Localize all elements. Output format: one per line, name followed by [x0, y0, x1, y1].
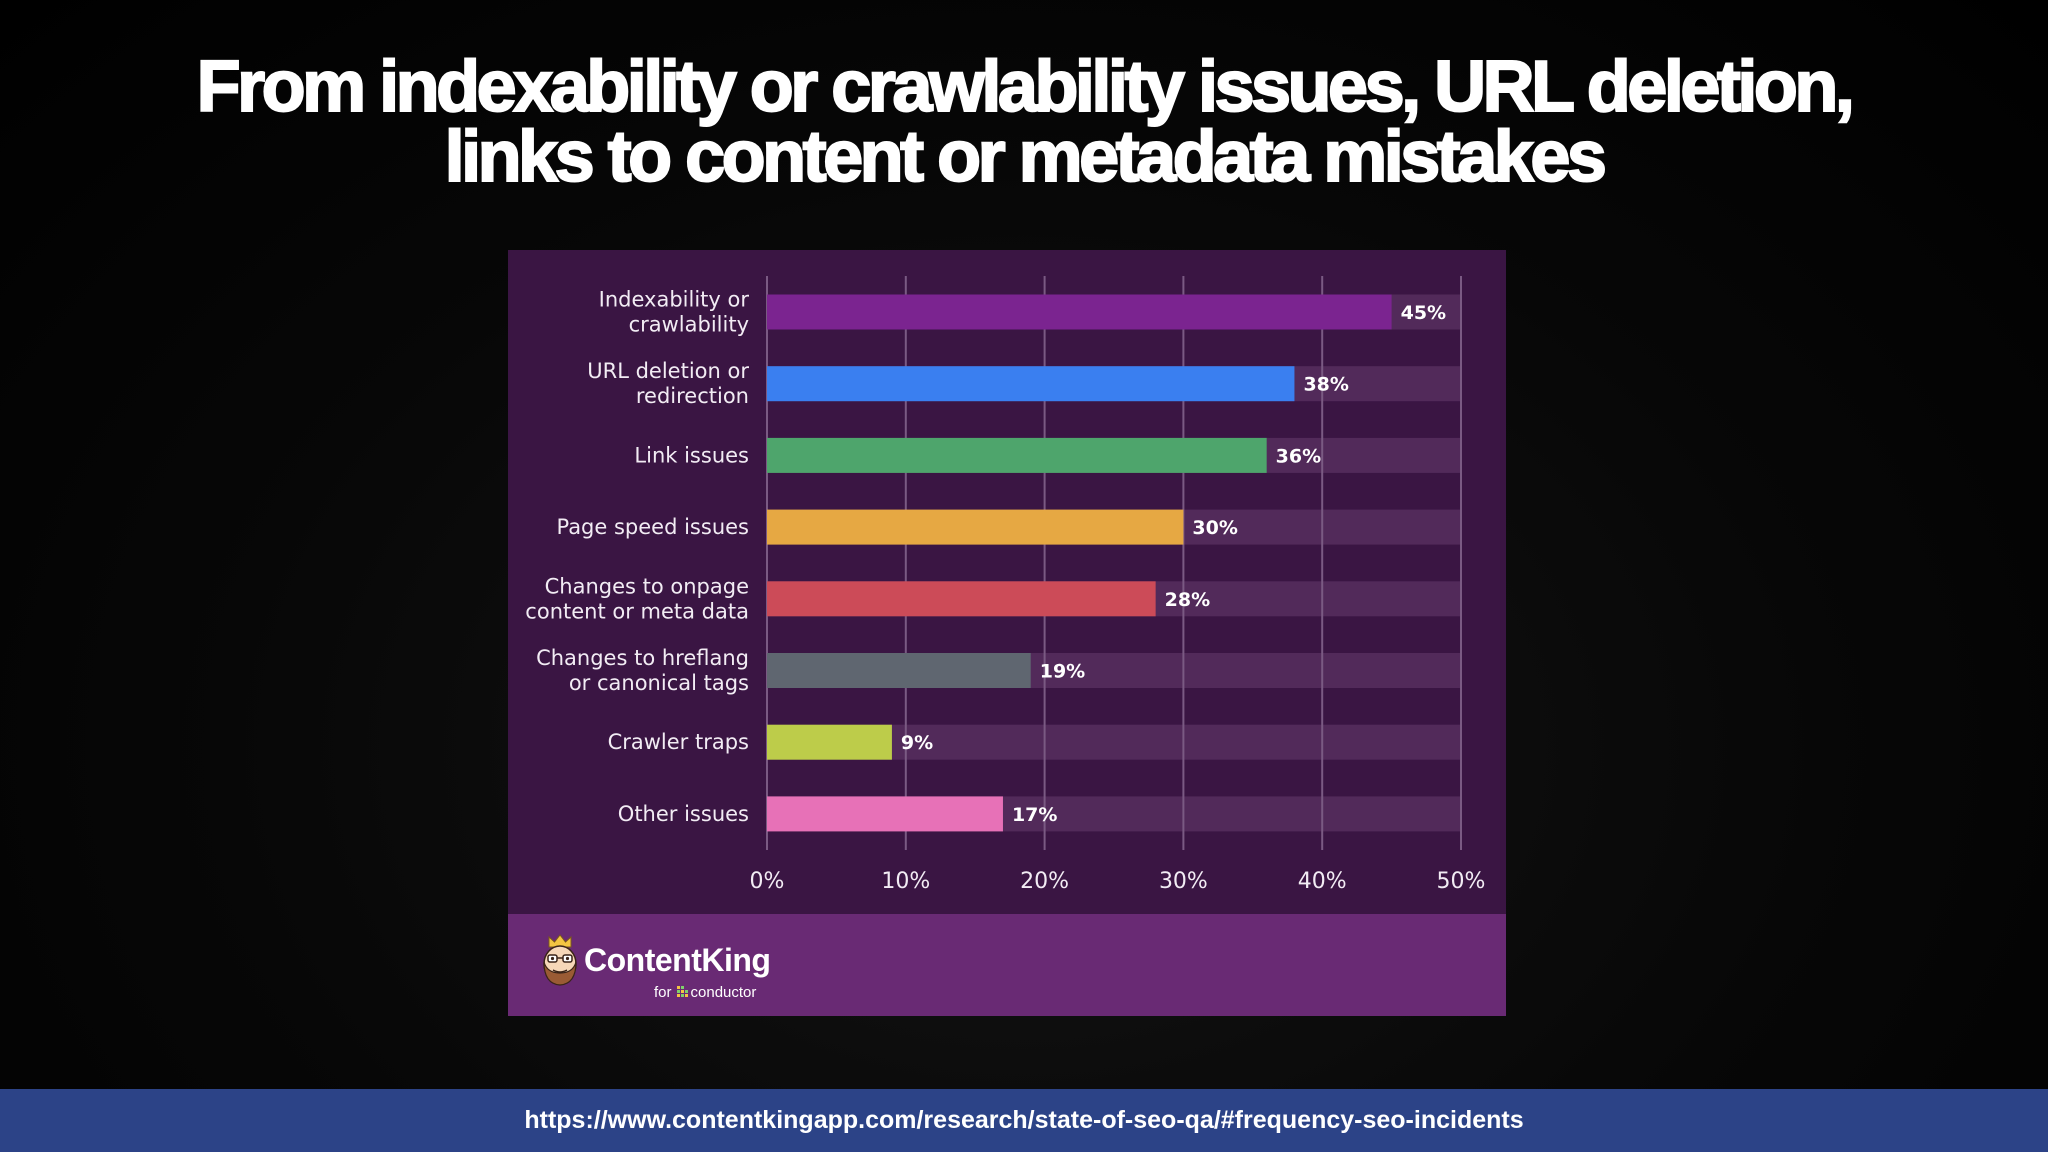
bar-value-label: 30% — [1192, 517, 1237, 539]
brand-subline: for conductor — [654, 984, 756, 1002]
category-label: Changes to hreflang or canonical tags — [536, 646, 749, 695]
bar-value-label: 9% — [901, 732, 933, 754]
bar — [767, 581, 1156, 617]
brand-partner-name: conductor — [690, 984, 757, 1001]
bar-value-label: 19% — [1040, 661, 1085, 683]
brand-name: ContentKing — [584, 942, 771, 978]
source-url-bar: https://www.contentkingapp.com/research/… — [0, 1089, 2048, 1152]
brand-for-label: for — [654, 984, 672, 1001]
bar — [767, 796, 1003, 832]
category-label: Changes to onpage content or meta data — [525, 574, 749, 623]
bar — [767, 724, 892, 760]
category-label: Other issues — [618, 802, 749, 826]
category-label: URL deletion or redirection — [587, 359, 749, 408]
bar — [767, 437, 1267, 473]
bar-value-label: 45% — [1401, 302, 1446, 324]
bar — [767, 509, 1184, 545]
slide-title-line-2: links to content or metadata mistakes — [444, 117, 1608, 197]
bar — [767, 366, 1295, 402]
chart-card: 0% 10% 20% 30% 40% 50% 45% Indexability or crawl… — [508, 250, 1506, 1016]
bar-value-label: 17% — [1012, 804, 1057, 826]
x-tick-label: 50% — [1437, 869, 1486, 894]
x-tick-label: 30% — [1159, 869, 1208, 894]
category-label: Crawler traps — [608, 730, 749, 754]
bar — [767, 653, 1031, 688]
source-url-link[interactable]: https://www.contentkingapp.com/research/… — [524, 1106, 1524, 1134]
category-label: Indexability or crawlability — [599, 288, 750, 337]
category-label: Link issues — [634, 443, 749, 467]
contentking-logo-icon — [543, 934, 577, 986]
slide-title-line-1: From indexability or crawlability issues… — [196, 47, 1856, 127]
x-tick-label: 0% — [750, 869, 785, 894]
bar-value-label: 28% — [1165, 589, 1210, 611]
bar — [767, 294, 1392, 330]
bar-value-label: 38% — [1303, 374, 1348, 396]
category-label: Page speed issues — [556, 515, 749, 539]
x-tick-label: 10% — [881, 869, 930, 894]
slide-title: From indexability or crawlability issues… — [0, 47, 2048, 197]
x-tick-label: 40% — [1298, 869, 1347, 894]
conductor-icon — [676, 986, 688, 997]
bar-chart: 0% 10% 20% 30% 40% 50% 45% Indexability or crawl… — [525, 276, 1486, 894]
x-tick-label: 20% — [1020, 869, 1069, 894]
brand-footer: ContentKing for conductor — [508, 914, 1506, 1016]
bar-value-label: 36% — [1276, 445, 1321, 467]
